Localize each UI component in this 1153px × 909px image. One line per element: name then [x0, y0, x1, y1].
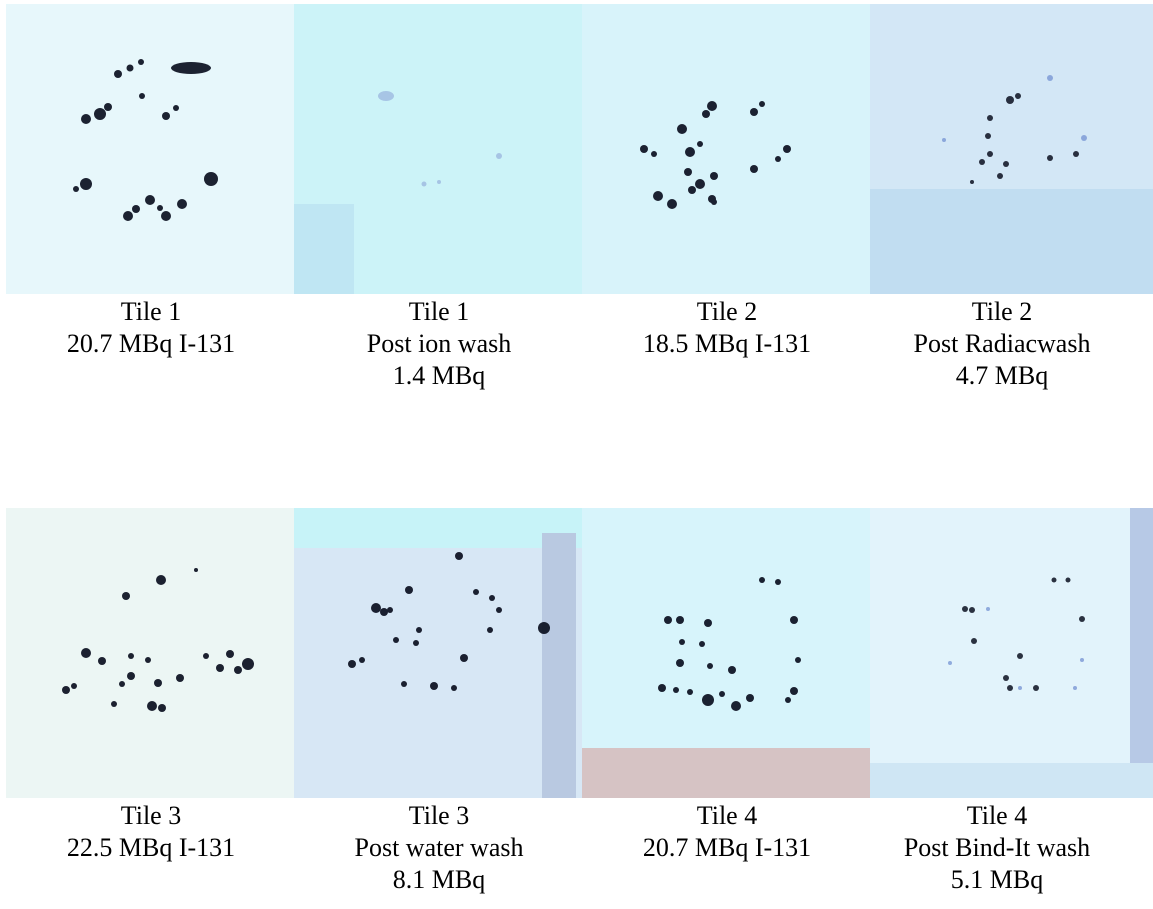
- tile-3-before-image: [6, 508, 296, 798]
- tile-1-after-image: [294, 4, 584, 294]
- caption-line: 4.7 MBq: [955, 361, 1049, 390]
- caption-line: 22.5 MBq I-131: [66, 833, 236, 862]
- tile-2-after-image: [870, 4, 1153, 294]
- caption-line: Tile 2: [696, 297, 758, 326]
- tile-1-after-caption: Tile 1 Post ion wash 1.4 MBq: [294, 296, 584, 392]
- caption-line: 1.4 MBq: [392, 361, 486, 390]
- tile-3-before-caption: Tile 3 22.5 MBq I-131: [6, 800, 296, 864]
- caption-line: 20.7 MBq I-131: [66, 329, 236, 358]
- tile-2-before-caption: Tile 2 18.5 MBq I-131: [582, 296, 872, 360]
- caption-line: 20.7 MBq I-131: [642, 833, 812, 862]
- tile-4-after-caption: Tile 4 Post Bind-It wash 5.1 MBq: [842, 800, 1152, 896]
- caption-line: 8.1 MBq: [392, 865, 486, 894]
- caption-line: Post water wash: [354, 833, 524, 862]
- caption-line: 5.1 MBq: [950, 865, 1044, 894]
- tile-3-after-image: [294, 508, 584, 798]
- tile-1-before-image: [6, 4, 296, 294]
- caption-line: Post Bind-It wash: [903, 833, 1091, 862]
- tile-4-before-image: [582, 508, 872, 798]
- tile-2-before-image: [582, 4, 872, 294]
- tile-3-after-caption: Tile 3 Post water wash 8.1 MBq: [294, 800, 584, 896]
- caption-line: Tile 3: [120, 801, 182, 830]
- caption-line: Tile 3: [408, 801, 470, 830]
- caption-line: Tile 1: [408, 297, 470, 326]
- caption-line: Tile 4: [966, 801, 1028, 830]
- caption-line: Tile 4: [696, 801, 758, 830]
- caption-line: Tile 1: [120, 297, 182, 326]
- caption-line: Tile 2: [971, 297, 1033, 326]
- caption-line: Post ion wash: [366, 329, 512, 358]
- tile-4-before-caption: Tile 4 20.7 MBq I-131: [582, 800, 872, 864]
- tile-2-after-caption: Tile 2 Post Radiacwash 4.7 MBq: [842, 296, 1153, 392]
- tile-1-before-caption: Tile 1 20.7 MBq I-131: [6, 296, 296, 360]
- caption-line: 18.5 MBq I-131: [642, 329, 812, 358]
- tile-4-after-image: [870, 508, 1153, 798]
- caption-line: Post Radiacwash: [913, 329, 1091, 358]
